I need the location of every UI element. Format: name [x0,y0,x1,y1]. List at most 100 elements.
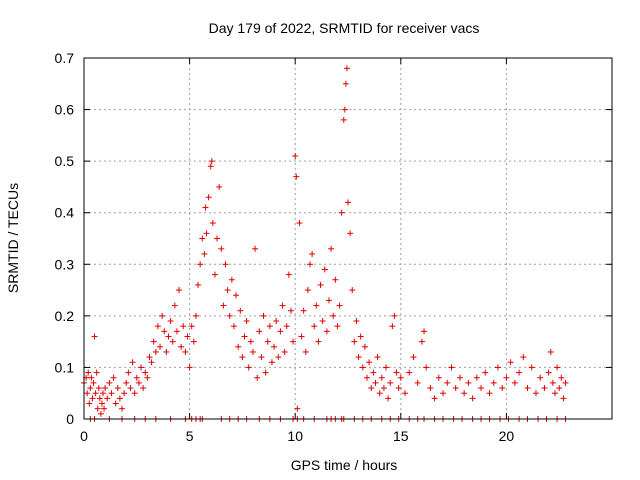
data-point [372,379,379,386]
data-point [85,369,92,376]
data-point [383,364,390,371]
data-point [421,328,428,335]
data-point [321,266,328,273]
data-point [351,338,358,345]
data-point [266,323,273,330]
data-point [161,328,168,335]
x-tick-label: 15 [393,428,409,444]
data-point [226,312,233,319]
data-point [205,194,212,201]
data-point [347,230,354,237]
data-point [387,379,394,386]
data-point [444,379,451,386]
data-point [364,374,371,381]
data-point [268,359,275,366]
data-point [332,276,339,283]
data-point [142,369,149,376]
data-point [140,385,147,392]
data-point [532,390,539,397]
data-point [431,395,438,402]
data-point [180,323,187,330]
data-point [469,395,476,402]
data-point [302,348,309,355]
data-point [435,374,442,381]
data-point [163,348,170,355]
data-point [486,390,493,397]
data-point [385,395,392,402]
data-point [102,385,109,392]
data-point [541,385,548,392]
data-point [374,354,381,361]
data-point [410,354,417,361]
data-point [277,328,284,335]
data-point [233,292,240,299]
data-point [343,65,350,72]
data-point [203,230,210,237]
data-point [342,80,349,87]
plot-frame [83,57,613,420]
data-point [184,333,191,340]
x-tick-label: 20 [499,428,515,444]
data-point [173,328,180,335]
data-point [104,395,111,402]
data-point [258,354,265,361]
data-point [551,390,558,397]
data-point [95,385,102,392]
data-point [294,405,301,412]
data-point [273,318,280,325]
data-point [271,343,278,350]
data-point [125,369,132,376]
data-point [116,395,123,402]
y-tick-label: 0.2 [55,308,75,324]
chart-title: Day 179 of 2022, SRMTID for receiver vac… [209,20,480,36]
data-point [86,400,93,407]
data-point [549,379,556,386]
data-point [186,364,193,371]
data-point [279,302,286,309]
data-point [323,328,330,335]
data-point [378,374,385,381]
data-point [93,369,100,376]
data-point [171,302,178,309]
data-point [182,348,189,355]
data-point [414,379,421,386]
data-point [537,374,544,381]
data-point [195,281,202,288]
data-point [190,338,197,345]
data-point [192,312,199,319]
data-point [478,385,485,392]
data-point [507,359,514,366]
y-axis-title: SRMTID / TECUs [5,183,21,293]
data-point [560,395,567,402]
data-point [254,374,261,381]
data-point [100,390,107,397]
data-point [298,333,305,340]
data-point [96,395,103,402]
data-point [119,405,126,412]
data-point [473,374,480,381]
data-point [220,302,227,309]
data-point [90,379,97,386]
data-point [275,354,282,361]
data-point [516,369,523,376]
data-point [452,385,459,392]
data-point [300,307,307,314]
data-point [235,343,242,350]
y-tick-label: 0.1 [55,359,75,375]
data-point [222,261,229,268]
data-point [243,318,250,325]
data-point [207,163,214,170]
data-point [230,323,237,330]
data-point [167,318,174,325]
data-point [304,287,311,294]
data-point [87,385,94,392]
data-point [330,312,337,319]
data-point [440,390,447,397]
data-point [146,354,153,361]
data-point [197,261,204,268]
data-point [368,385,375,392]
data-point [319,318,326,325]
data-point [239,354,246,361]
data-point [448,364,455,371]
data-point [328,245,335,252]
